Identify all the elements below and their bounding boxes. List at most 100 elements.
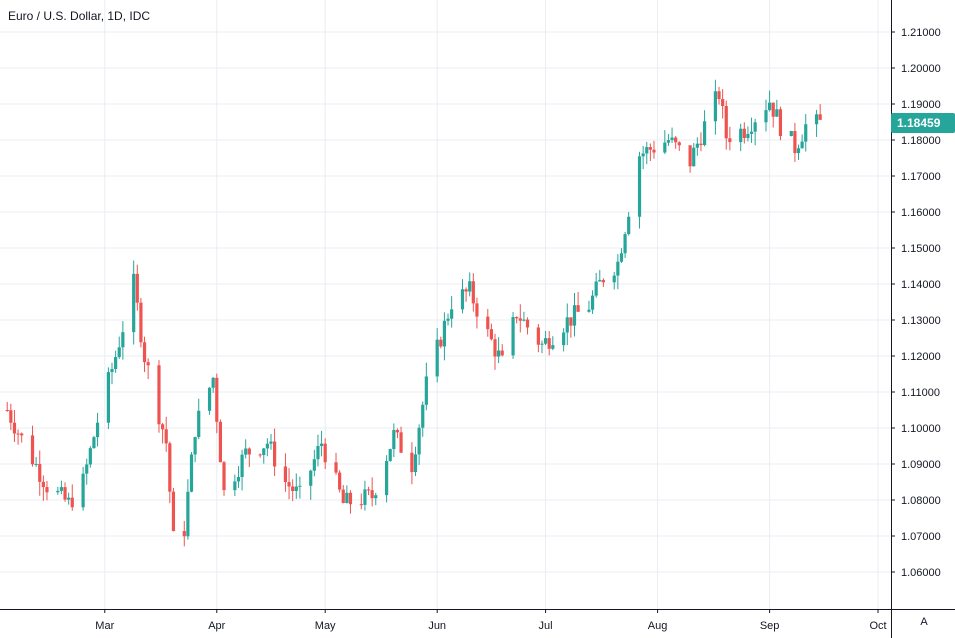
candle-up: [374, 495, 378, 499]
candle-up: [265, 443, 269, 449]
candle-down: [5, 410, 9, 411]
candle-up: [641, 153, 645, 157]
auto-scale-button[interactable]: A: [920, 616, 928, 628]
candle-up: [294, 486, 298, 492]
last-price-label: 1.18459: [891, 113, 955, 133]
candle-up: [121, 332, 125, 348]
candle-up: [739, 128, 743, 143]
candle-up: [749, 131, 754, 134]
candle-down: [323, 443, 327, 463]
candle-up: [572, 305, 577, 326]
y-tick-label: 1.08000: [901, 495, 941, 507]
candle-up: [587, 309, 591, 312]
candle-down: [9, 410, 13, 423]
candle-up: [616, 261, 620, 276]
candle-down: [38, 464, 42, 482]
candle-up: [796, 148, 801, 154]
candle-up: [692, 147, 696, 167]
candle-up: [627, 216, 631, 235]
candle-up: [309, 470, 313, 486]
candles: [5, 79, 822, 547]
y-tick-label: 1.13000: [901, 315, 941, 327]
candle-up: [800, 141, 804, 149]
candle-down: [139, 302, 143, 343]
candle-down: [464, 289, 468, 292]
candle-down: [569, 317, 573, 326]
candle-down: [168, 443, 172, 492]
candle-down: [273, 441, 277, 467]
candle-down: [486, 316, 490, 330]
candle-up: [417, 427, 421, 455]
x-tick-label: Sep: [760, 620, 780, 632]
candle-up: [207, 387, 212, 411]
y-tick-label: 1.18000: [901, 135, 941, 147]
candle-down: [348, 492, 353, 505]
y-tick-label: 1.07000: [901, 531, 941, 543]
candle-down: [471, 281, 475, 304]
candle-up: [543, 338, 548, 344]
time-scale[interactable]: Mar Apr May Jun Jul Aug Sep Oct: [95, 609, 887, 632]
x-tick-label: Jul: [539, 620, 553, 632]
candle-up: [775, 109, 779, 117]
candle-up: [753, 122, 757, 132]
candle-up: [95, 422, 100, 438]
candle-down: [728, 138, 732, 143]
candle-down: [182, 531, 186, 537]
candle-down: [439, 339, 443, 347]
candle-down: [793, 131, 797, 154]
candle-up: [594, 281, 598, 296]
candle-down: [601, 280, 605, 283]
candle-up: [114, 357, 118, 370]
candle-up: [804, 124, 808, 142]
candle-up: [522, 319, 526, 321]
candle-up: [702, 121, 707, 146]
candle-down: [677, 142, 681, 146]
candle-down: [778, 109, 783, 137]
price-scale[interactable]: 1.06000 1.07000 1.08000 1.09000 1.10000 1.110…: [891, 27, 941, 579]
candle-up: [186, 491, 190, 537]
candle-down: [721, 99, 725, 107]
candle-up: [59, 487, 64, 491]
candle-down: [20, 433, 24, 436]
candle-up: [612, 275, 616, 283]
candle-down: [652, 149, 656, 153]
candle-up: [565, 317, 569, 333]
candle-down: [45, 487, 49, 493]
candle-up: [424, 376, 428, 405]
candle-up: [446, 318, 450, 321]
candle-up: [117, 347, 121, 358]
candle-up: [388, 449, 392, 461]
candle-up: [713, 91, 718, 122]
candle-up: [81, 473, 85, 508]
candle-up: [789, 131, 793, 137]
candle-up: [435, 339, 439, 377]
candle-up: [34, 464, 38, 466]
y-tick-label: 1.15000: [901, 243, 941, 255]
candle-up: [619, 253, 624, 262]
candle-down: [160, 424, 165, 430]
candle-up: [233, 481, 237, 491]
candle-down: [291, 486, 295, 492]
candle-up: [623, 234, 627, 254]
y-tick-label: 1.16000: [901, 207, 941, 219]
candle-down: [547, 338, 551, 349]
candle-up: [695, 143, 699, 148]
candle-down: [399, 432, 403, 453]
candle-up: [88, 448, 92, 465]
candle-up: [67, 497, 71, 500]
candle-up: [92, 437, 96, 449]
candle-up: [764, 110, 768, 123]
candle-up: [511, 317, 515, 356]
candle-up: [460, 289, 465, 310]
x-tick-label: Mar: [95, 620, 114, 632]
candle-up: [132, 273, 136, 333]
x-tick-label: Jun: [428, 620, 446, 632]
candle-down: [215, 377, 219, 422]
candle-down: [341, 489, 345, 504]
candle-up: [590, 295, 595, 310]
candle-down: [171, 491, 176, 532]
candle-down: [338, 472, 342, 490]
x-tick-label: Aug: [648, 620, 668, 632]
